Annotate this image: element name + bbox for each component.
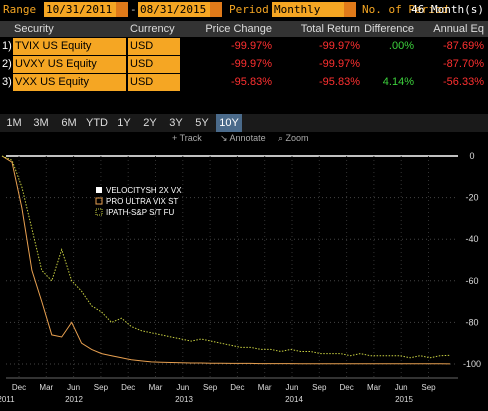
table-header: Security Currency Price Change Total Ret… [0,21,488,37]
col-annual-eq[interactable]: Annual Eq [433,23,484,35]
x-year-label: 2013 [175,395,193,404]
track-tool[interactable]: + Track [172,133,202,143]
range-label: Range [3,3,37,16]
range-button-bar: 1M 3M 6M YTD 1Y 2Y 3Y 5Y 10Y [0,114,488,132]
line-chart: + Track ↘ Annotate ⌕ Zoom 0 -20 -40 -60 -80 -… [0,132,488,408]
currency-cell[interactable]: USD [128,74,180,91]
x-year-label: 2015 [395,395,413,404]
legend-swatch-ipath [95,208,103,216]
x-month-label: Jun [286,383,299,392]
x-month-label: Jun [395,383,408,392]
y-axis: 0 -20 -40 -60 -80 -100 [463,151,481,369]
legend-label-pro-ultra: PRO ULTRA VIX ST [106,197,178,206]
y-tick-label: -40 [465,234,478,244]
legend: VELOCITYSH 2X VX PRO ULTRA VIX ST IPATH-… [95,186,182,217]
range-button-10y[interactable]: 10Y [216,114,242,132]
price-change-cell: -95.83% [231,76,272,88]
num-periods-label: No. of Period [362,3,449,16]
period-dropdown-icon[interactable] [344,2,356,17]
currency-cell[interactable]: USD [128,38,180,55]
range-button-1y[interactable]: 1Y [117,117,131,129]
row-index: 1) [2,40,12,52]
x-year-label: 2014 [285,395,303,404]
y-tick-label: -60 [465,276,478,286]
x-month-label: Dec [12,383,26,392]
col-difference[interactable]: Difference [364,23,414,35]
total-return-cell: -99.97% [319,58,360,70]
col-security[interactable]: Security [14,23,54,35]
table-row[interactable]: 1) TVIX US Equity USD -99.97% -99.97% .0… [0,38,488,55]
security-cell[interactable]: TVIX US Equity [13,38,126,55]
x-month-label: Mar [258,383,272,392]
difference-cell: .00% [388,40,414,52]
annotate-tool[interactable]: ↘ Annotate [220,133,266,143]
series-line-pro-ultra [1,155,451,365]
legend-label-ipath: IPATH-S&P S/T FU [106,208,175,217]
start-date-calendar-icon[interactable] [116,2,128,17]
range-button-2y[interactable]: 2Y [143,117,157,129]
x-year-label: 2012 [65,395,83,404]
y-tick-label: -80 [465,317,478,327]
col-currency[interactable]: Currency [130,23,175,35]
num-periods-value: 46 Month(s) [411,3,484,16]
annual-eq-cell: -87.69% [443,40,484,52]
annual-eq-cell: -56.33% [443,76,484,88]
range-button-6m[interactable]: 6M [61,117,77,129]
start-date-field[interactable]: 10/31/2011 [44,2,116,17]
end-date-field[interactable]: 08/31/2015 [138,2,210,17]
difference-cell: 4.14% [382,76,414,88]
legend-swatch-pro-ultra [95,197,103,205]
x-month-label: Sep [94,383,109,392]
x-month-label: Mar [39,383,53,392]
x-month-label: Mar [149,383,163,392]
y-tick-label: 0 [469,151,474,161]
y-tick-label: -100 [463,359,481,369]
legend-label-velocityshares: VELOCITYSH 2X VX [106,186,182,195]
total-return-cell: -99.97% [319,40,360,52]
chart-area: + Track ↘ Annotate ⌕ Zoom 0 -20 -40 -60 -80 -… [0,132,488,408]
security-cell[interactable]: VXX US Equity [13,74,126,91]
x-month-label: Sep [312,383,327,392]
range-button-3y[interactable]: 3Y [169,117,183,129]
difference-cell [362,56,414,73]
date-range-bar: Range 10/31/2011 - 08/31/2015 Period Mon… [0,0,488,20]
total-return-cell: -95.83% [319,76,360,88]
range-button-ytd[interactable]: YTD [86,117,108,129]
range-button-1m[interactable]: 1M [6,117,22,129]
x-month-label: Sep [203,383,218,392]
legend-swatch-velocityshares [96,187,102,193]
row-index: 3) [2,76,12,88]
range-button-3m[interactable]: 3M [33,117,49,129]
col-price-change[interactable]: Price Change [205,23,272,35]
security-cell[interactable]: UVXY US Equity [13,56,126,73]
x-month-label: Sep [421,383,436,392]
series-group [1,155,451,365]
x-month-label: Dec [121,383,135,392]
period-label: Period [229,3,269,16]
x-year-label: 2011 [0,395,15,404]
x-axis: Dec Mar Jun Sep Dec Mar Jun Sep Dec Mar Jun Sep Dec M… [0,377,458,404]
series-line-ipath [1,155,451,359]
table-row[interactable]: 2) UVXY US Equity USD -99.97% -99.97% -8… [0,56,488,73]
x-month-label: Mar [367,383,381,392]
end-date-calendar-icon[interactable] [210,2,222,17]
row-index: 2) [2,58,12,70]
range-dash: - [130,3,137,16]
range-button-5y[interactable]: 5Y [195,117,209,129]
x-month-label: Jun [176,383,189,392]
table-row[interactable]: 3) VXX US Equity USD -95.83% -95.83% 4.1… [0,74,488,91]
period-select[interactable]: Monthly [272,2,344,17]
annual-eq-cell: -87.70% [443,58,484,70]
chart-grid [6,155,458,378]
col-total-return[interactable]: Total Return [300,23,360,35]
price-change-cell: -99.97% [231,40,272,52]
x-month-label: Dec [339,383,353,392]
y-tick-label: -20 [465,193,478,203]
zoom-tool[interactable]: ⌕ Zoom [278,133,309,143]
x-month-label: Jun [67,383,80,392]
x-month-label: Dec [230,383,244,392]
currency-cell[interactable]: USD [128,56,180,73]
price-change-cell: -99.97% [231,58,272,70]
